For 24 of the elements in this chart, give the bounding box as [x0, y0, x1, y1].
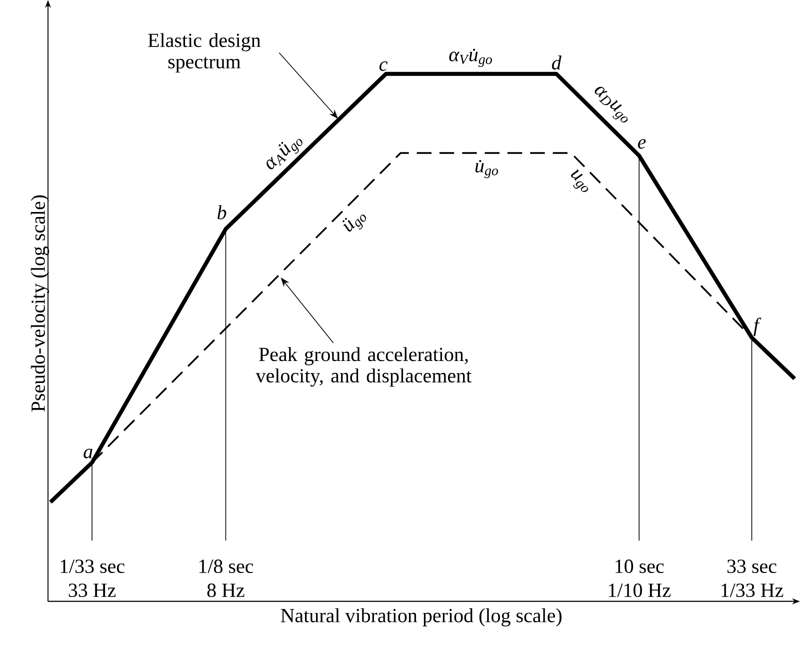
- annotation: 33 Hz: [68, 584, 116, 598]
- annotation: e: [638, 139, 646, 149]
- x-axis-title: Natural vibration period (log scale): [280, 608, 562, 626]
- x-tick-label: 10 sec: [616, 560, 664, 574]
- annotation: u$_{go}$: [571, 169, 588, 192]
- annotation: α$_{D}$u$_{go}$: [594, 86, 628, 122]
- annotation: d: [552, 56, 562, 70]
- y-axis-title: Pseudo-velocity (log scale): [30, 195, 50, 412]
- annotation: ü$_{go}$: [342, 214, 366, 232]
- x-tick-label: 33 sec: [727, 560, 776, 574]
- annotation: 1/33 Hz: [722, 584, 784, 598]
- annotation: α$_{V}$u̇$_{go}$: [449, 48, 492, 67]
- annotation: 8 Hz: [207, 584, 244, 598]
- annotation: a: [84, 448, 92, 458]
- annotation: u̇$_{go}$: [475, 160, 498, 178]
- x-tick-label: 1/33 sec: [60, 560, 124, 574]
- annotation: c: [379, 61, 388, 71]
- text: Elastic design spectrum: [148, 33, 261, 73]
- annotation: b: [218, 205, 226, 220]
- annotation: 1/10 Hz: [608, 584, 670, 598]
- series-label: Peak ground acceleration, velocity, and displacement: [256, 347, 472, 387]
- annotation: α$_{A}$ü$_{go}$: [266, 138, 302, 170]
- x-tick-label: 1/8 sec: [199, 560, 254, 574]
- annotation: f: [754, 318, 762, 336]
